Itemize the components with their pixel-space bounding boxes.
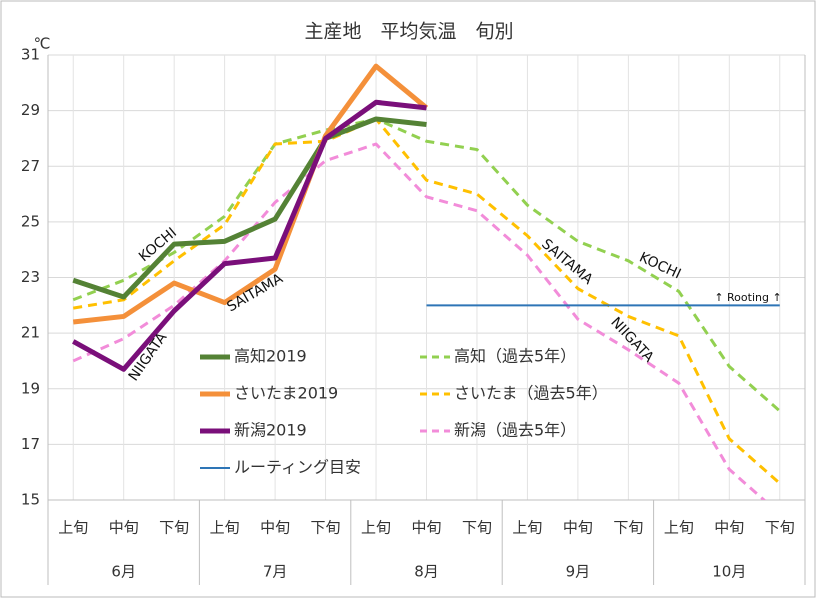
y-axis-unit: ℃ bbox=[34, 35, 51, 53]
legend-label: さいたま（過去5年） bbox=[454, 384, 608, 403]
x-tick-label: 中旬 bbox=[411, 519, 441, 537]
y-tick-label: 25 bbox=[21, 212, 40, 230]
annotation: ↑ Rooting ↑ bbox=[714, 291, 781, 304]
legend-label: さいたま2019 bbox=[234, 384, 338, 403]
y-tick-label: 31 bbox=[21, 46, 40, 64]
chart-title: 主産地 平均気温 旬別 bbox=[304, 21, 513, 43]
y-tick-label: 19 bbox=[21, 379, 40, 397]
y-tick-label: 23 bbox=[21, 268, 40, 286]
x-tick-label: 中旬 bbox=[563, 519, 593, 537]
month-label: 8月 bbox=[414, 563, 439, 581]
y-tick-label: 15 bbox=[21, 491, 40, 509]
y-tick-label: 17 bbox=[21, 435, 40, 453]
y-tick-label: 29 bbox=[21, 101, 40, 119]
month-label: 7月 bbox=[263, 563, 288, 581]
x-tick-label: 下旬 bbox=[765, 519, 795, 537]
x-tick-label: 下旬 bbox=[613, 519, 643, 537]
x-tick-label: 上旬 bbox=[361, 519, 391, 537]
month-label: 9月 bbox=[566, 563, 591, 581]
x-tick-label: 上旬 bbox=[512, 519, 542, 537]
x-tick-label: 下旬 bbox=[159, 519, 189, 537]
month-label: 10月 bbox=[712, 563, 746, 581]
legend-label: 新潟2019 bbox=[234, 421, 307, 440]
x-tick-label: 中旬 bbox=[260, 519, 290, 537]
x-tick-label: 上旬 bbox=[58, 519, 88, 537]
x-tick-label: 下旬 bbox=[311, 519, 341, 537]
series-line bbox=[72, 117, 781, 485]
x-tick-label: 上旬 bbox=[210, 519, 240, 537]
legend-label: 高知（過去5年） bbox=[454, 347, 576, 366]
x-tick-label: 中旬 bbox=[714, 519, 744, 537]
legend-label: 高知2019 bbox=[234, 347, 307, 366]
y-tick-label: 27 bbox=[21, 157, 40, 175]
legend-label: ルーティング目安 bbox=[234, 458, 361, 477]
series-line bbox=[72, 63, 429, 325]
x-tick-label: 上旬 bbox=[664, 519, 694, 537]
legend-label: 新潟（過去5年） bbox=[454, 421, 576, 440]
y-tick-label: 21 bbox=[21, 324, 40, 342]
series-line bbox=[72, 99, 427, 372]
x-tick-label: 中旬 bbox=[109, 519, 139, 537]
series-line bbox=[72, 116, 427, 300]
month-label: 6月 bbox=[111, 563, 136, 581]
x-tick-label: 下旬 bbox=[462, 519, 492, 537]
series-line bbox=[72, 117, 781, 413]
